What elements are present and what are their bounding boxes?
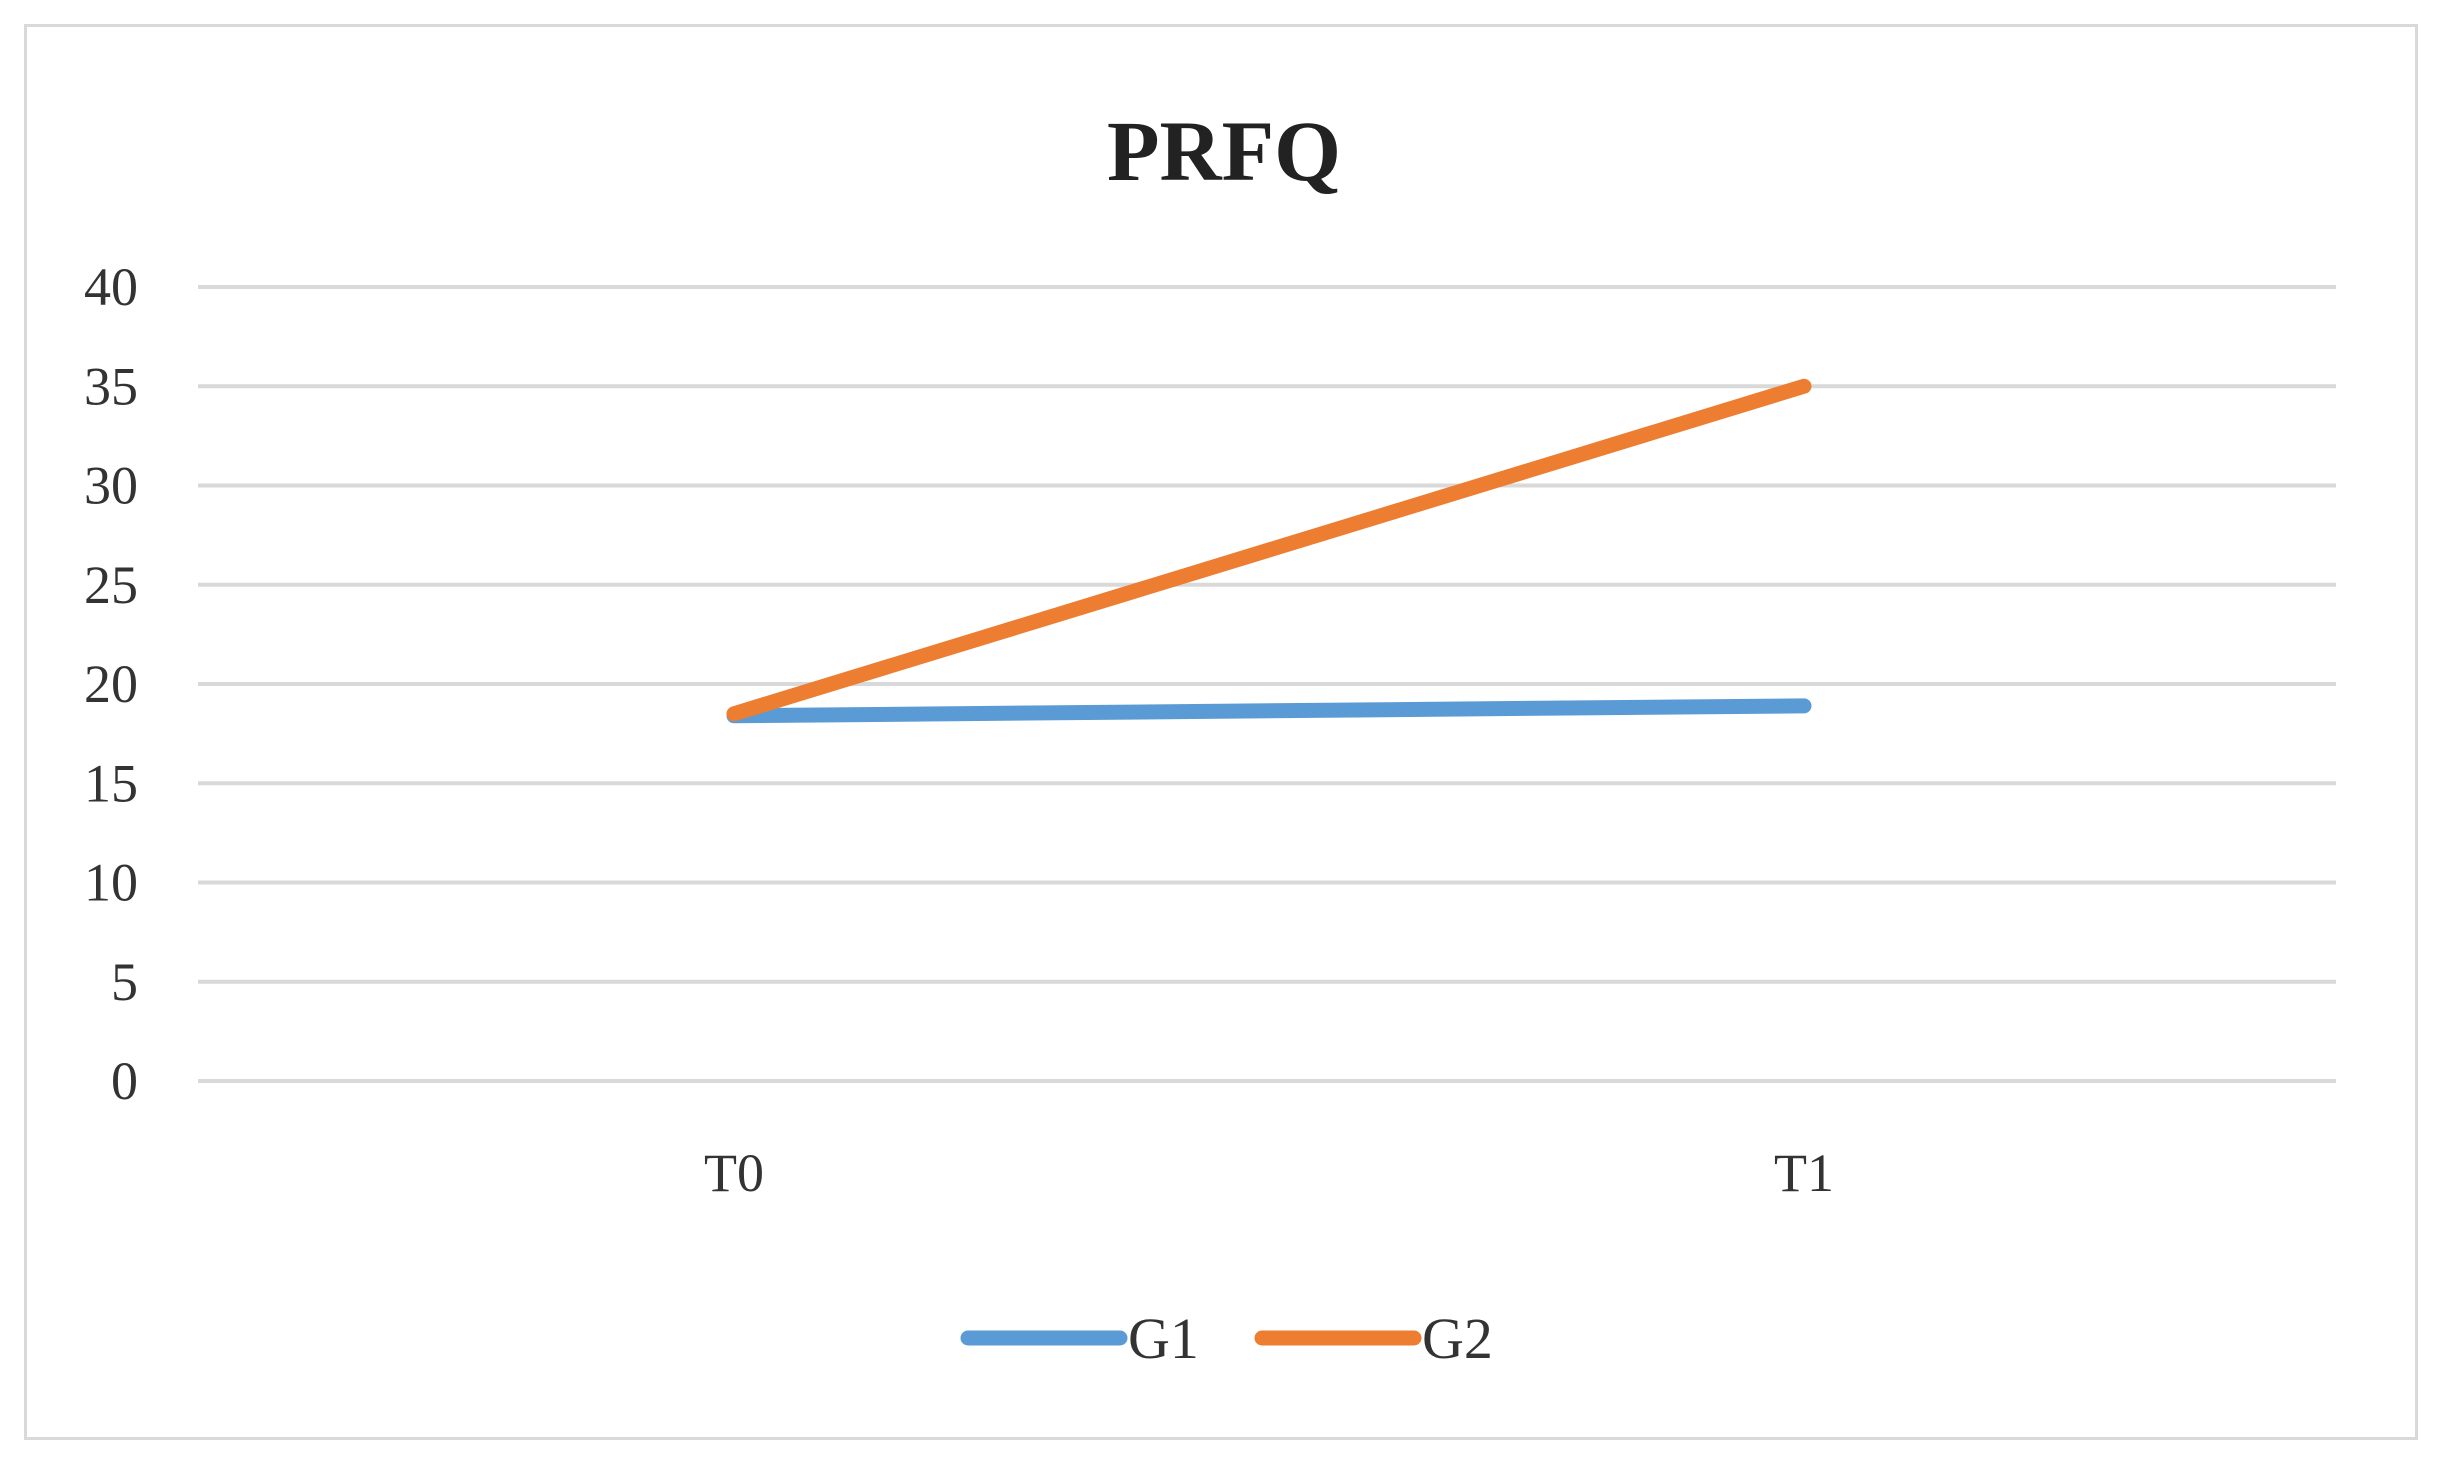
chart-frame — [24, 24, 2418, 1440]
y-tick-label-10: 10 — [84, 853, 138, 913]
y-tick-label-40: 40 — [84, 257, 138, 317]
series-line-g1 — [726, 698, 1812, 724]
x-axis-tick-labels: T0 T1 — [704, 1143, 1834, 1203]
legend-label-g1: G1 — [1128, 1306, 1199, 1371]
legend-label-g2: G2 — [1422, 1306, 1493, 1371]
y-tick-label-20: 20 — [84, 654, 138, 714]
y-tick-label-15: 15 — [84, 753, 138, 813]
y-tick-label-25: 25 — [84, 555, 138, 615]
series-line-g2 — [726, 378, 1812, 722]
series-lines — [726, 378, 1812, 724]
gridlines — [198, 285, 2336, 1083]
legend: G1 G2 — [960, 1306, 1493, 1371]
y-tick-label-30: 30 — [84, 456, 138, 516]
chart-title: PRFQ — [1107, 103, 1341, 199]
y-tick-label-0: 0 — [111, 1051, 138, 1111]
y-tick-label-5: 5 — [111, 952, 138, 1012]
x-tick-label-t1: T1 — [1774, 1143, 1834, 1203]
y-tick-label-35: 35 — [84, 356, 138, 416]
x-tick-label-t0: T0 — [704, 1143, 764, 1203]
y-axis-tick-labels: 0 5 10 15 20 25 30 35 40 — [84, 257, 138, 1111]
